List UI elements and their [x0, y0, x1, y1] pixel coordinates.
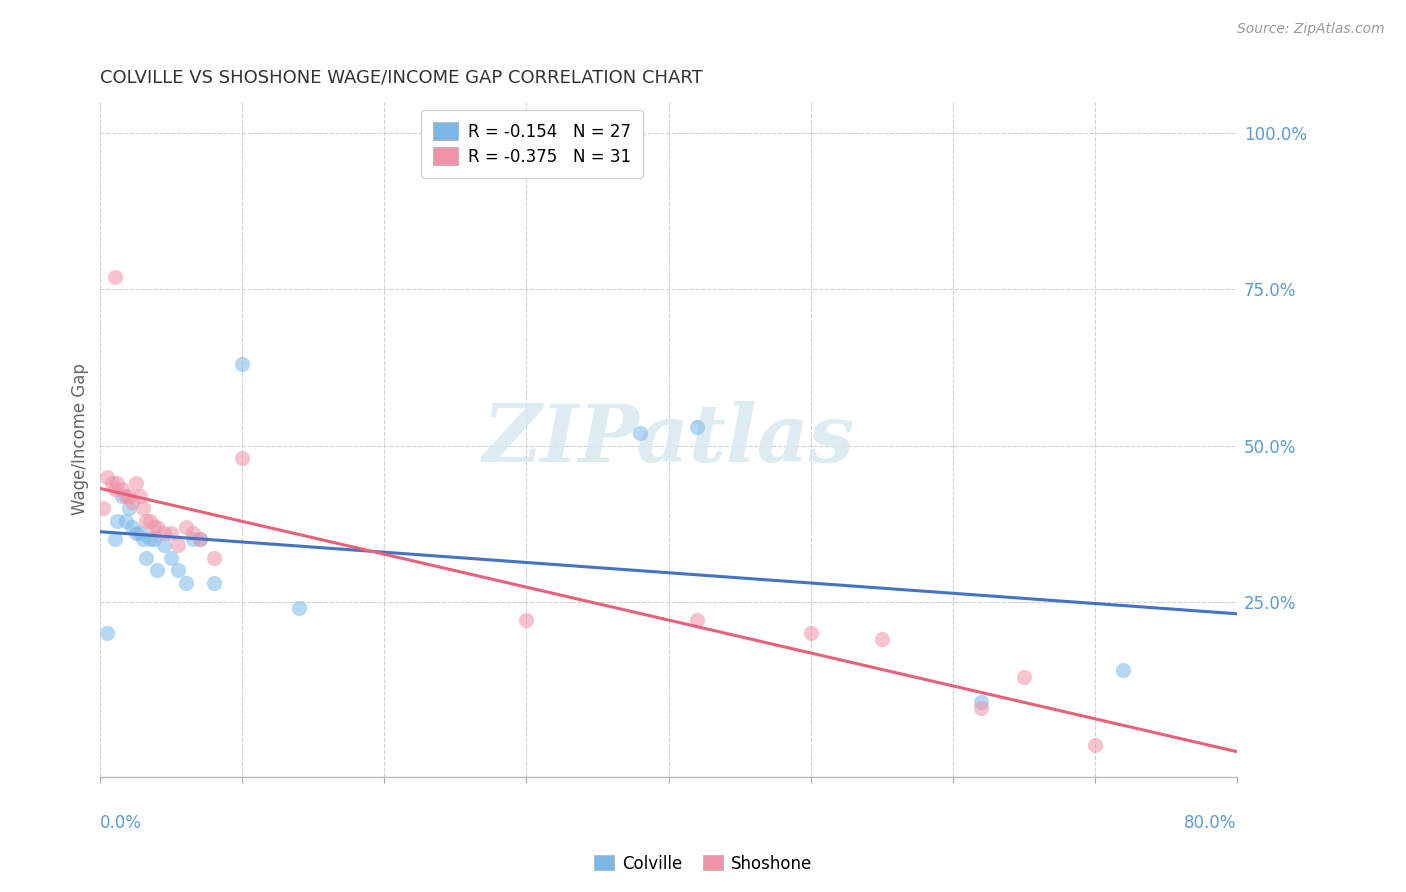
- Point: [132, 501, 155, 516]
- Point: [800, 626, 823, 640]
- Point: [515, 614, 537, 628]
- Point: [118, 489, 141, 503]
- Point: [153, 539, 176, 553]
- Point: [111, 489, 134, 503]
- Point: [146, 564, 169, 578]
- Point: [1012, 670, 1035, 684]
- Point: [103, 483, 125, 497]
- Point: [181, 526, 204, 541]
- Point: [105, 514, 128, 528]
- Y-axis label: Wage/Income Gap: Wage/Income Gap: [72, 363, 89, 516]
- Point: [174, 576, 197, 591]
- Point: [686, 614, 709, 628]
- Point: [188, 533, 211, 547]
- Point: [135, 551, 157, 566]
- Point: [202, 551, 225, 566]
- Text: Source: ZipAtlas.com: Source: ZipAtlas.com: [1237, 22, 1385, 37]
- Point: [103, 269, 125, 284]
- Point: [146, 520, 169, 534]
- Point: [118, 501, 141, 516]
- Text: ZIPatlas: ZIPatlas: [482, 401, 855, 478]
- Point: [160, 526, 183, 541]
- Point: [970, 695, 993, 709]
- Point: [231, 450, 253, 465]
- Point: [103, 533, 125, 547]
- Point: [174, 520, 197, 534]
- Point: [129, 489, 152, 503]
- Point: [96, 470, 118, 484]
- Point: [115, 514, 138, 528]
- Point: [121, 495, 143, 509]
- Point: [231, 357, 253, 371]
- Point: [628, 425, 651, 440]
- Legend: R = -0.154   N = 27, R = -0.375   N = 31: R = -0.154 N = 27, R = -0.375 N = 31: [422, 111, 643, 178]
- Text: 0.0%: 0.0%: [100, 814, 142, 831]
- Point: [121, 520, 143, 534]
- Point: [135, 514, 157, 528]
- Point: [181, 533, 204, 547]
- Point: [139, 514, 162, 528]
- Point: [153, 526, 176, 541]
- Point: [167, 564, 190, 578]
- Point: [105, 476, 128, 491]
- Point: [143, 533, 166, 547]
- Text: COLVILLE VS SHOSHONE WAGE/INCOME GAP CORRELATION CHART: COLVILLE VS SHOSHONE WAGE/INCOME GAP COR…: [100, 69, 703, 87]
- Point: [100, 476, 122, 491]
- Text: 80.0%: 80.0%: [1184, 814, 1237, 831]
- Point: [132, 533, 155, 547]
- Point: [139, 533, 162, 547]
- Point: [288, 601, 311, 615]
- Point: [970, 701, 993, 715]
- Point: [686, 419, 709, 434]
- Point: [115, 489, 138, 503]
- Point: [202, 576, 225, 591]
- Point: [1112, 664, 1135, 678]
- Point: [160, 551, 183, 566]
- Point: [129, 526, 152, 541]
- Point: [96, 626, 118, 640]
- Point: [125, 476, 148, 491]
- Point: [167, 539, 190, 553]
- Point: [1084, 739, 1107, 753]
- Point: [188, 533, 211, 547]
- Point: [143, 520, 166, 534]
- Point: [111, 483, 134, 497]
- Legend: Colville, Shoshone: Colville, Shoshone: [588, 848, 818, 880]
- Point: [125, 526, 148, 541]
- Point: [870, 632, 893, 647]
- Point: [91, 501, 114, 516]
